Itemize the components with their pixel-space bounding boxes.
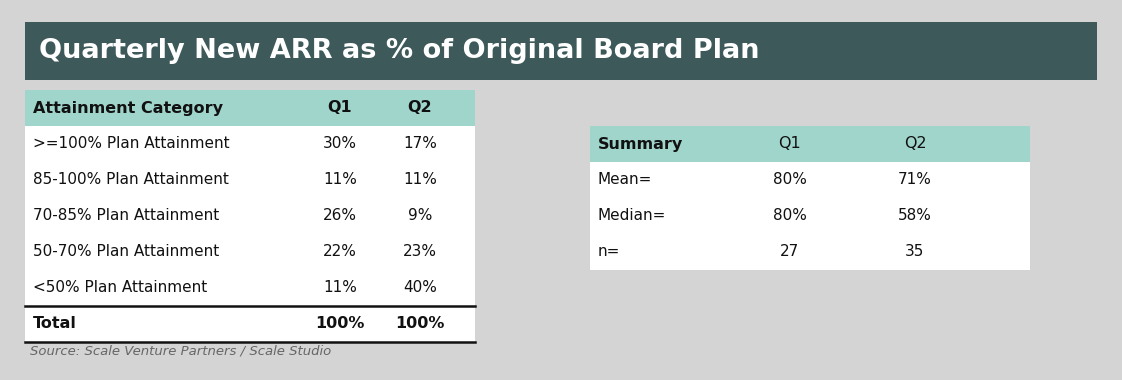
Text: <50% Plan Attainment: <50% Plan Attainment — [33, 280, 208, 296]
Text: Q2: Q2 — [407, 100, 432, 116]
FancyBboxPatch shape — [25, 22, 1097, 80]
Text: 80%: 80% — [773, 209, 807, 223]
Text: 11%: 11% — [403, 173, 436, 187]
Text: Mean=: Mean= — [598, 173, 652, 187]
Text: 40%: 40% — [403, 280, 436, 296]
Text: 80%: 80% — [773, 173, 807, 187]
Text: 50-70% Plan Attainment: 50-70% Plan Attainment — [33, 244, 219, 260]
Text: 27: 27 — [781, 244, 800, 260]
Text: Source: Scale Venture Partners / Scale Studio: Source: Scale Venture Partners / Scale S… — [30, 345, 331, 358]
Text: >=100% Plan Attainment: >=100% Plan Attainment — [33, 136, 230, 152]
Text: 26%: 26% — [323, 209, 357, 223]
FancyBboxPatch shape — [25, 126, 475, 306]
Text: Q2: Q2 — [903, 136, 927, 152]
Text: Quarterly New ARR as % of Original Board Plan: Quarterly New ARR as % of Original Board… — [39, 38, 760, 64]
Text: 70-85% Plan Attainment: 70-85% Plan Attainment — [33, 209, 219, 223]
Text: Q1: Q1 — [779, 136, 801, 152]
Text: 100%: 100% — [315, 317, 365, 331]
FancyBboxPatch shape — [25, 90, 475, 126]
Text: 11%: 11% — [323, 280, 357, 296]
FancyBboxPatch shape — [25, 306, 475, 342]
Text: 9%: 9% — [407, 209, 432, 223]
Text: 35: 35 — [905, 244, 925, 260]
Text: Total: Total — [33, 317, 77, 331]
Text: 11%: 11% — [323, 173, 357, 187]
Text: 23%: 23% — [403, 244, 436, 260]
Text: 30%: 30% — [323, 136, 357, 152]
Text: Attainment Category: Attainment Category — [33, 100, 223, 116]
Text: Q1: Q1 — [328, 100, 352, 116]
Text: 100%: 100% — [395, 317, 444, 331]
Text: 85-100% Plan Attainment: 85-100% Plan Attainment — [33, 173, 229, 187]
Text: n=: n= — [598, 244, 620, 260]
Text: 17%: 17% — [403, 136, 436, 152]
Text: 22%: 22% — [323, 244, 357, 260]
Text: Summary: Summary — [598, 136, 683, 152]
Text: 71%: 71% — [898, 173, 932, 187]
FancyBboxPatch shape — [590, 126, 1030, 162]
Text: 58%: 58% — [898, 209, 932, 223]
Text: Median=: Median= — [598, 209, 666, 223]
FancyBboxPatch shape — [590, 162, 1030, 270]
